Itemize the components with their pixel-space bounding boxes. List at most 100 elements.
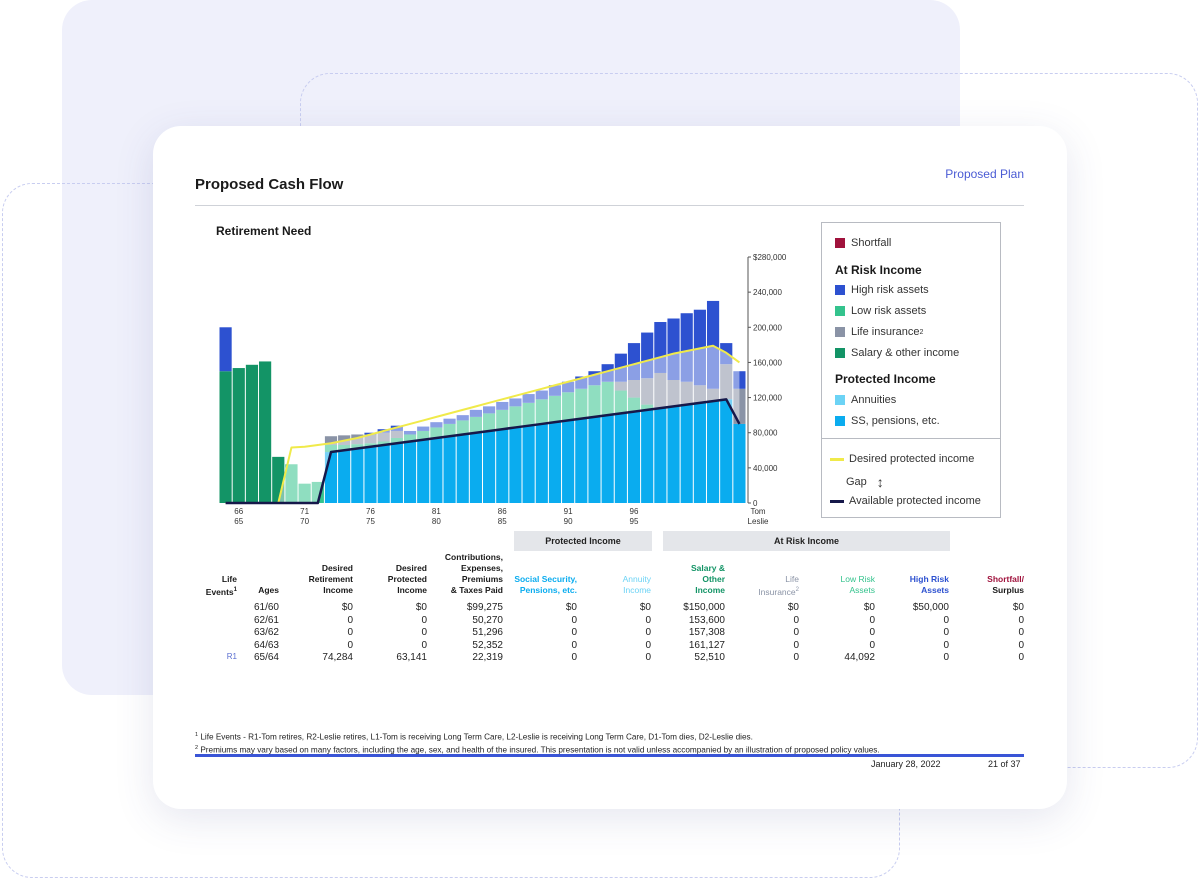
bar-segment — [733, 423, 746, 503]
bar-segment — [654, 372, 667, 409]
cell-dpi: 0 — [421, 627, 427, 639]
bar-segment — [377, 441, 390, 446]
cell-ss: $0 — [565, 602, 577, 613]
header-life-events: Life Events1 — [195, 574, 237, 598]
footnote-marker: 2 — [919, 328, 924, 336]
cell-contrib: 52,352 — [472, 639, 503, 651]
bar-segment — [522, 402, 535, 426]
cell-ages: 64/63 — [253, 639, 279, 651]
bar-segment — [667, 406, 680, 503]
legend-desired-line: Desired protected income — [830, 453, 974, 465]
cell-high: $50,000 — [912, 602, 949, 613]
cell-short: 0 — [1018, 639, 1024, 651]
bar-segment — [469, 409, 482, 417]
bar-segment — [693, 385, 706, 403]
legend-salary: Salary & other income — [835, 347, 959, 359]
bar-segment — [430, 437, 443, 503]
bar-segment — [483, 406, 496, 414]
cell-event[interactable]: R1 — [226, 652, 237, 662]
bar-segment — [377, 432, 390, 442]
header-line: Assets — [921, 585, 949, 595]
bar-segment — [601, 381, 614, 416]
bar-segment — [627, 411, 641, 503]
header-shortfall-surplus: Shortfall/ Surplus — [949, 574, 1024, 596]
cell-dpi: 0 — [421, 614, 427, 626]
available-protected-income-line — [225, 398, 741, 505]
bar-segment — [390, 430, 403, 438]
cell-life: $0 — [787, 602, 799, 613]
x-tick-label: 85 — [498, 517, 507, 526]
bar-segment — [693, 402, 706, 503]
bar-segment — [430, 427, 443, 438]
proposed-plan-link[interactable]: Proposed Plan — [945, 167, 1024, 181]
header-line: Income — [695, 585, 725, 595]
bar-segment — [443, 436, 456, 503]
x-tick-label: 66 — [234, 507, 243, 516]
cell-high: 0 — [943, 614, 949, 626]
title-divider — [195, 205, 1024, 206]
header-line: Annuity — [622, 574, 651, 584]
bar-segment — [733, 388, 746, 424]
legend-gap: Gap ↕ — [846, 474, 884, 490]
table-row: R1 65/64 74,284 63,141 22,319 0 0 52,510 0 44,092… — [195, 652, 1024, 665]
ss-swatch — [835, 416, 845, 426]
bar-segment — [667, 380, 680, 407]
bar-segment — [443, 423, 456, 437]
bar-segment — [351, 444, 364, 449]
bar-segment — [351, 434, 364, 445]
header-line: Shortfall/ — [987, 574, 1024, 584]
cell-dri: $0 — [341, 602, 353, 613]
x-tick-label: 70 — [300, 517, 309, 526]
cell-annuity: 0 — [645, 614, 651, 626]
legend-protected-heading: Protected Income — [835, 372, 936, 386]
header-line: Income — [397, 585, 427, 595]
bar-segment — [377, 445, 390, 503]
legend-label: Annuities — [851, 394, 897, 406]
legend-shortfall: Shortfall — [835, 237, 891, 249]
cell-ss: 0 — [571, 614, 577, 626]
header-line: Protected — [387, 574, 427, 584]
footnote-marker: 1 — [195, 732, 199, 738]
cell-ss: 0 — [571, 652, 577, 664]
cell-annuity: 0 — [645, 627, 651, 639]
bar-segment — [641, 378, 654, 405]
y-tick-label: 40,000 — [753, 464, 778, 473]
header-line: Premiums — [461, 574, 503, 584]
cell-salary: 161,127 — [688, 639, 725, 651]
bar-segment — [548, 385, 562, 396]
cell-life: 0 — [793, 627, 799, 639]
bar-segment — [667, 318, 680, 380]
shortfall-swatch — [835, 238, 845, 248]
bar-segment — [285, 464, 298, 503]
header-line: Low Risk — [840, 574, 875, 584]
bar-segment — [469, 432, 482, 503]
bar-segment — [443, 418, 456, 424]
cell-annuity: 0 — [645, 652, 651, 664]
y-tick-label: 200,000 — [753, 323, 782, 332]
x-tick-label: 65 — [234, 517, 243, 526]
header-line: Assets — [849, 585, 875, 595]
low-risk-swatch — [835, 306, 845, 316]
footnote-marker: 2 — [795, 587, 799, 593]
header-line: Retirement — [308, 574, 353, 584]
header-line: Surplus — [992, 585, 1024, 595]
legend-label: SS, pensions, etc. — [851, 415, 940, 427]
bar-segment — [232, 368, 245, 503]
header-high-risk: High Risk Assets — [875, 574, 949, 596]
cell-short: 0 — [1018, 652, 1024, 664]
bar-segment — [522, 425, 535, 503]
cell-low: 0 — [869, 639, 875, 651]
header-line: Desired — [395, 563, 427, 573]
desired-protected-income-line — [225, 344, 741, 504]
header-line: Income — [623, 585, 651, 595]
cell-dpi: 0 — [421, 639, 427, 651]
header-desired-retirement: Desired Retirement Income — [279, 563, 353, 596]
legend-label: Salary & other income — [851, 347, 960, 359]
bar-segment — [364, 446, 377, 503]
header-line: Social Security, — [514, 574, 577, 584]
bar-segment — [469, 416, 482, 433]
header-contributions: Contributions, Expenses, Premiums & Taxe… — [427, 552, 503, 596]
bar-segment — [614, 390, 627, 414]
header-line: Life — [221, 574, 237, 584]
bar-segment — [324, 445, 338, 453]
